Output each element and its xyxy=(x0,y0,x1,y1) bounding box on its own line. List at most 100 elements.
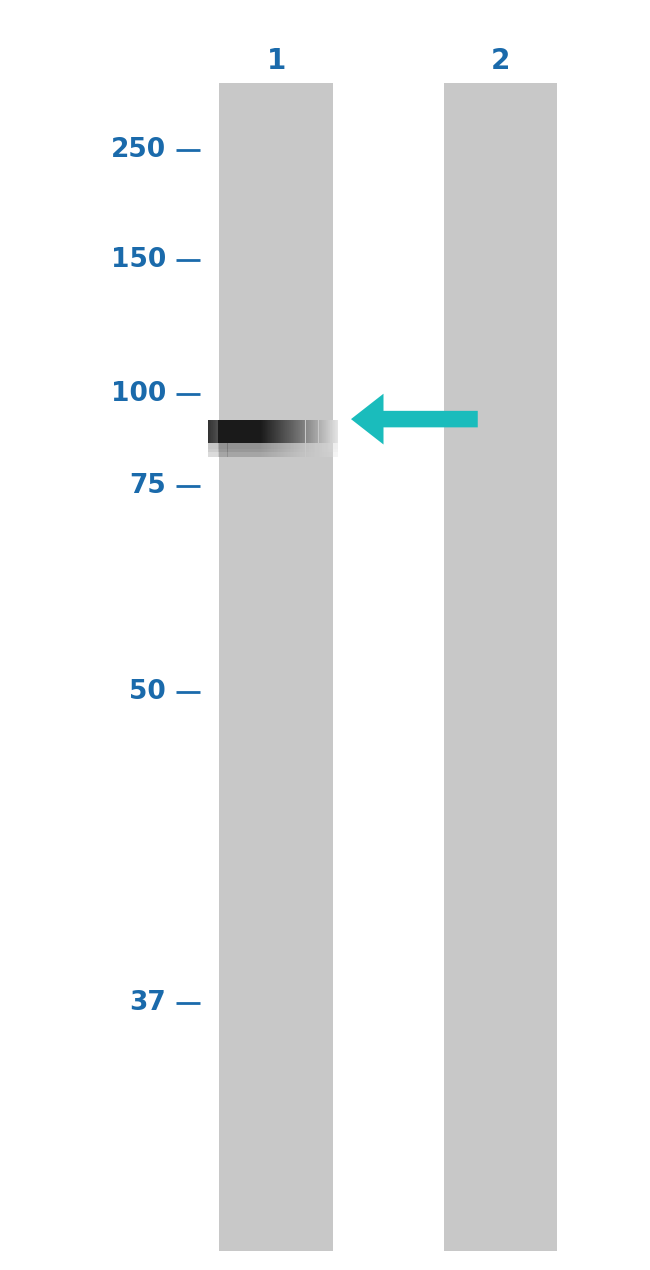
Bar xyxy=(247,443,248,457)
Bar xyxy=(230,443,231,457)
Bar xyxy=(223,420,224,443)
Bar xyxy=(243,420,244,443)
Bar xyxy=(273,443,274,457)
Bar xyxy=(225,443,226,452)
Bar xyxy=(247,443,248,452)
Bar xyxy=(237,443,238,452)
Bar xyxy=(275,443,276,450)
Bar xyxy=(326,443,327,457)
Bar xyxy=(262,443,263,457)
Bar xyxy=(267,443,268,457)
Bar xyxy=(233,443,234,450)
Bar xyxy=(259,420,260,443)
Bar xyxy=(214,420,215,443)
Bar xyxy=(228,443,229,457)
Bar xyxy=(332,443,333,450)
Bar xyxy=(253,443,254,457)
Bar xyxy=(240,443,241,457)
Bar xyxy=(337,443,338,457)
Bar xyxy=(252,443,253,452)
Bar xyxy=(318,443,319,452)
Bar xyxy=(290,420,291,443)
Bar xyxy=(267,443,268,450)
Bar xyxy=(323,443,324,450)
Bar xyxy=(221,443,222,450)
Bar xyxy=(290,443,291,452)
Bar xyxy=(239,443,240,452)
Bar xyxy=(246,443,247,457)
Bar xyxy=(311,443,312,452)
Bar xyxy=(326,443,327,452)
Bar xyxy=(237,443,238,450)
Bar xyxy=(295,420,296,443)
Bar xyxy=(245,420,246,443)
Bar xyxy=(323,420,324,443)
Bar xyxy=(230,443,231,452)
Bar xyxy=(304,443,305,452)
Bar xyxy=(222,420,223,443)
Bar xyxy=(208,420,209,443)
Bar xyxy=(290,443,291,457)
Bar xyxy=(247,443,248,450)
Bar xyxy=(230,420,231,443)
Text: 1: 1 xyxy=(266,47,286,75)
Bar xyxy=(325,420,326,443)
Bar xyxy=(283,443,284,452)
Bar xyxy=(332,443,333,452)
Bar xyxy=(325,443,326,452)
Bar xyxy=(233,443,234,457)
Bar xyxy=(248,443,249,457)
Bar xyxy=(280,443,281,450)
Bar xyxy=(315,443,316,457)
Bar xyxy=(328,420,329,443)
Bar xyxy=(216,443,217,457)
Bar xyxy=(233,420,234,443)
Bar xyxy=(222,443,223,450)
Bar xyxy=(234,443,235,457)
Bar xyxy=(229,443,230,457)
Bar xyxy=(244,443,245,457)
Bar xyxy=(221,443,222,457)
Bar xyxy=(236,443,237,452)
Bar xyxy=(335,443,336,450)
Bar xyxy=(328,443,329,450)
Bar xyxy=(212,420,213,443)
Bar xyxy=(210,443,211,450)
Bar xyxy=(238,443,239,452)
Text: 250: 250 xyxy=(111,137,166,163)
Bar xyxy=(273,443,274,450)
Bar xyxy=(312,443,313,457)
Bar xyxy=(328,443,329,452)
Bar xyxy=(304,443,305,450)
Bar xyxy=(243,443,244,450)
Bar xyxy=(228,443,229,450)
Bar xyxy=(211,443,212,450)
Bar xyxy=(250,443,251,452)
Bar xyxy=(238,443,239,457)
Bar xyxy=(301,420,302,443)
Bar xyxy=(239,443,240,457)
Bar xyxy=(220,443,221,452)
Bar xyxy=(225,443,226,457)
Bar xyxy=(335,443,336,457)
Bar xyxy=(214,443,215,457)
Bar xyxy=(308,420,309,443)
Bar xyxy=(312,420,313,443)
Bar xyxy=(208,443,209,457)
Bar xyxy=(283,420,284,443)
Bar xyxy=(275,443,276,457)
Bar xyxy=(336,443,337,450)
Bar xyxy=(250,420,251,443)
Bar xyxy=(336,443,337,457)
Bar xyxy=(218,443,219,457)
Bar xyxy=(331,420,332,443)
Bar xyxy=(220,420,221,443)
Bar xyxy=(208,443,209,450)
Bar xyxy=(217,443,218,457)
Bar xyxy=(215,443,216,457)
Bar xyxy=(209,420,210,443)
Bar xyxy=(232,443,233,452)
Bar xyxy=(215,443,216,450)
Bar xyxy=(323,443,324,457)
Bar xyxy=(222,443,223,457)
